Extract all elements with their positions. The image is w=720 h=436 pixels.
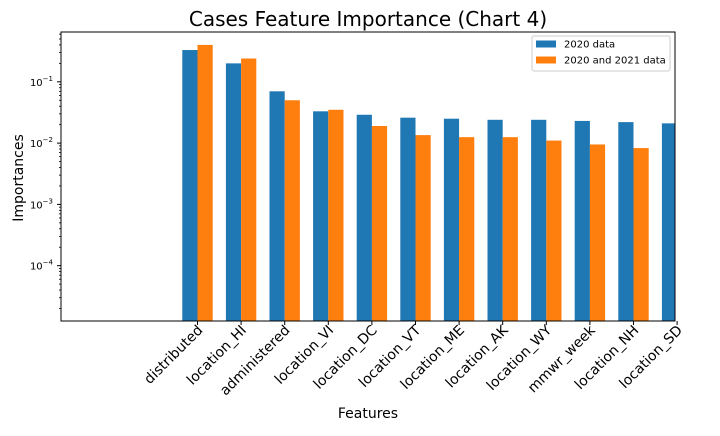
legend-box — [531, 35, 671, 72]
bar-series2-location-wy — [546, 140, 562, 321]
bar-series2-location-me — [459, 137, 475, 321]
legend-swatch-1 — [536, 40, 556, 48]
bar-series1-location-vt — [400, 117, 416, 321]
bar-series1-administered — [269, 91, 285, 321]
bar-series1-location-vi — [313, 111, 329, 321]
x-axis-label: Features — [338, 406, 398, 422]
bar-series2-location-nh — [633, 148, 649, 321]
legend-swatch-2 — [536, 56, 556, 64]
x-axis: distributedlocation_HIadministeredlocati… — [141, 321, 686, 399]
bar-series2-location-vi — [328, 109, 344, 321]
bar-series1-location-hi — [225, 63, 242, 321]
y-axis: 10−4 10−3 10−2 10−1 — [30, 33, 61, 309]
y-tick-label: 10−4 — [30, 259, 54, 273]
y-tick-label: 10−2 — [30, 136, 53, 150]
legend: 2020 data 2020 and 2021 data — [531, 35, 671, 72]
legend-label-1: 2020 data — [564, 40, 615, 51]
plot-frame — [60, 31, 676, 322]
legend-label-2: 2020 and 2021 data — [564, 56, 666, 67]
bar-series1-location-wy — [531, 119, 547, 321]
bar-series1-distributed — [182, 50, 198, 321]
y-axis-label: Importances — [11, 134, 27, 222]
bar-series1-location-me — [443, 118, 460, 321]
bar-series1-location-dc — [356, 114, 372, 321]
bar-series2-administered — [284, 100, 300, 321]
bar-series1-location-ak — [487, 119, 503, 321]
bar-series2-distributed — [197, 44, 213, 321]
y-tick-label: 10−1 — [30, 75, 53, 89]
bar-series2-location-dc — [371, 126, 388, 321]
y-tick-label: 10−3 — [30, 197, 53, 211]
bars-group — [182, 44, 675, 321]
bar-series1-location-nh — [618, 122, 634, 321]
bar-series2-location-ak — [502, 137, 518, 321]
bar-series1-mmwr-week — [574, 120, 590, 321]
bar-series2-mmwr-week — [589, 144, 606, 321]
bar-series1-location-sd — [661, 123, 675, 321]
bar-series2-location-vt — [415, 135, 431, 321]
bar-series2-location-hi — [241, 58, 257, 321]
chart-title: Cases Feature Importance (Chart 4) — [189, 7, 547, 31]
